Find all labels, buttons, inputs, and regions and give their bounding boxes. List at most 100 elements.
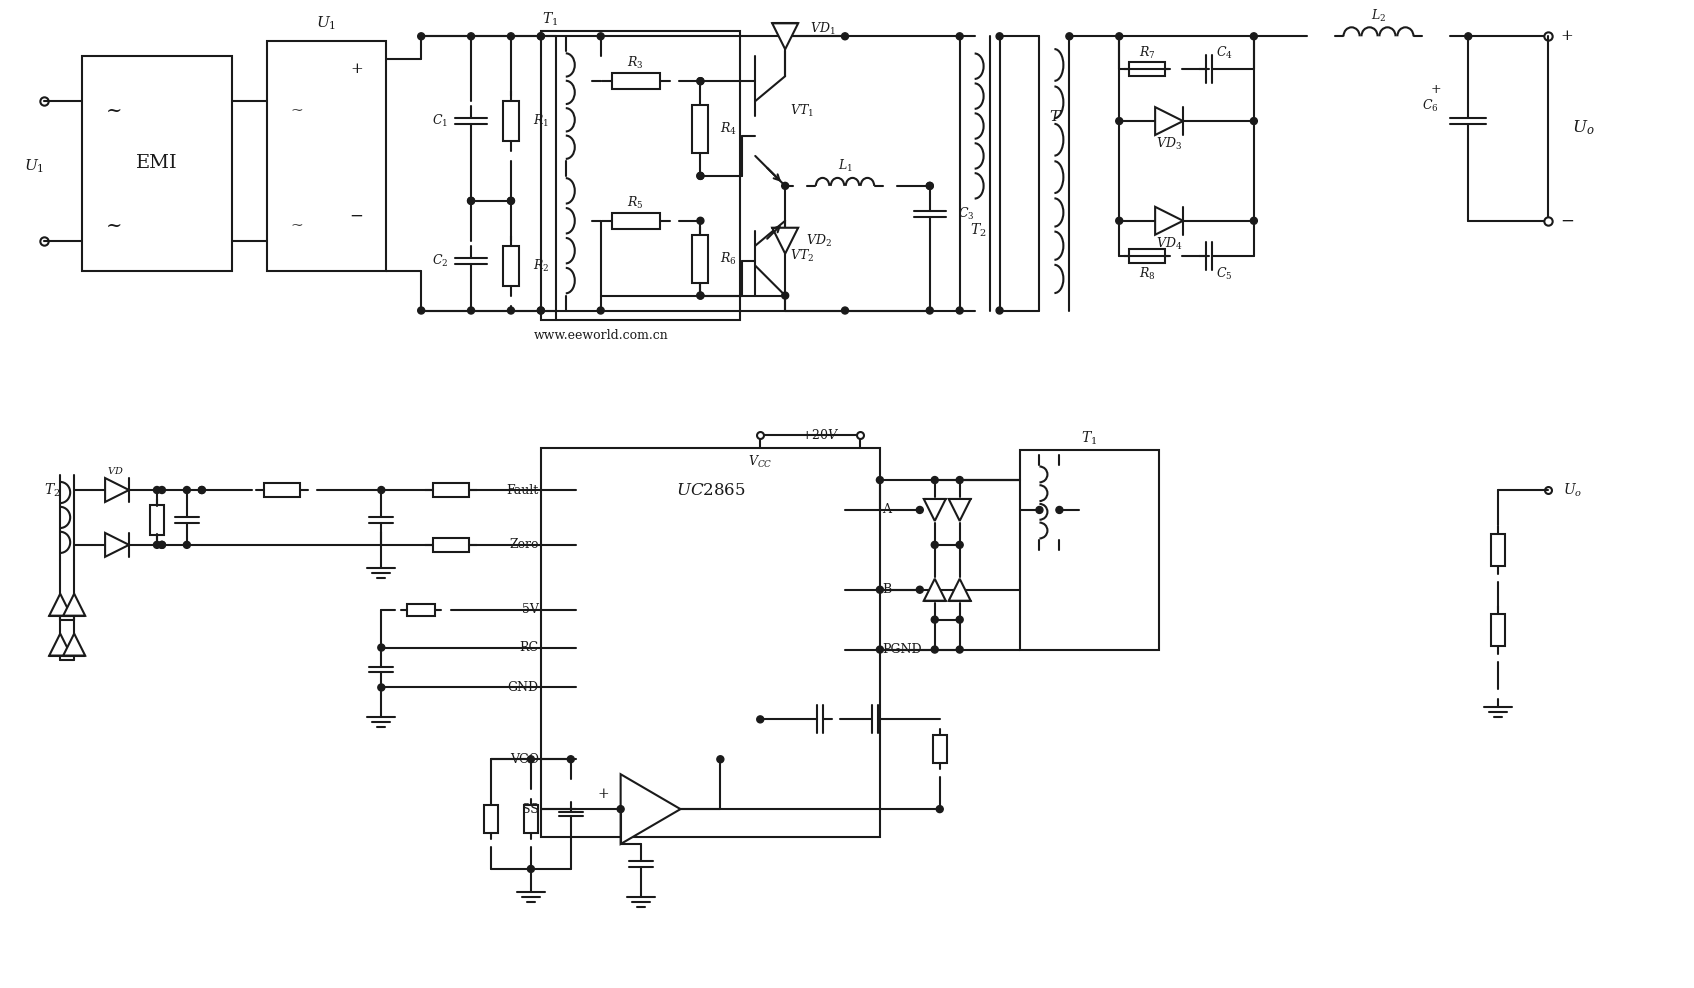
Circle shape	[198, 486, 205, 493]
Circle shape	[842, 33, 849, 40]
Text: +: +	[351, 62, 363, 76]
Text: +: +	[596, 787, 608, 801]
Circle shape	[598, 307, 605, 314]
Circle shape	[781, 183, 789, 190]
Circle shape	[154, 486, 161, 493]
Circle shape	[1250, 217, 1257, 224]
Polygon shape	[923, 579, 945, 601]
Bar	[151, 505, 164, 535]
Circle shape	[468, 198, 474, 205]
Circle shape	[183, 486, 190, 493]
Circle shape	[955, 307, 964, 314]
Text: $T_2$: $T_2$	[969, 222, 986, 239]
Bar	[1130, 249, 1165, 263]
Text: $R_3$: $R_3$	[627, 55, 644, 71]
Circle shape	[537, 33, 544, 40]
Text: ~: ~	[107, 102, 122, 121]
Circle shape	[1116, 33, 1123, 40]
Text: $+20V$: $+20V$	[801, 428, 839, 443]
Circle shape	[378, 684, 385, 691]
Text: −: −	[1560, 212, 1574, 229]
Circle shape	[159, 541, 166, 548]
Circle shape	[468, 198, 474, 205]
Polygon shape	[105, 533, 129, 557]
Text: EMI: EMI	[136, 154, 178, 172]
Text: $C_4$: $C_4$	[1216, 45, 1232, 61]
Text: $R_6$: $R_6$	[720, 251, 737, 267]
Circle shape	[508, 198, 515, 205]
Text: PGND: PGND	[883, 643, 922, 656]
Polygon shape	[1155, 107, 1182, 135]
Circle shape	[527, 756, 534, 763]
Circle shape	[1465, 33, 1472, 40]
Circle shape	[1055, 507, 1062, 514]
Text: $R_5$: $R_5$	[627, 195, 644, 210]
Text: $R_4$: $R_4$	[720, 121, 737, 137]
Text: $L_1$: $L_1$	[837, 158, 852, 174]
Text: $T_1$: $T_1$	[542, 11, 557, 28]
Text: $VD_1$: $VD_1$	[810, 22, 835, 38]
Text: $T$: $T$	[1049, 109, 1062, 124]
Text: $C_6$: $C_6$	[1421, 98, 1438, 115]
Text: GND: GND	[508, 681, 539, 694]
Circle shape	[508, 33, 515, 40]
Circle shape	[916, 586, 923, 593]
Circle shape	[696, 78, 705, 85]
Bar	[540, 32, 740, 320]
Text: $C_5$: $C_5$	[1216, 266, 1232, 282]
Text: $VD$: $VD$	[107, 464, 124, 475]
Text: $C_1$: $C_1$	[432, 113, 449, 129]
Circle shape	[996, 33, 1003, 40]
Text: RC: RC	[520, 641, 539, 654]
Text: $T_1$: $T_1$	[1081, 430, 1098, 447]
Text: $R_2$: $R_2$	[534, 258, 549, 274]
Circle shape	[955, 33, 964, 40]
Text: www.eeworld.com.cn: www.eeworld.com.cn	[534, 329, 667, 342]
Circle shape	[927, 183, 933, 190]
Text: $C_2$: $C_2$	[432, 253, 449, 269]
Circle shape	[927, 307, 933, 314]
Text: Fault: Fault	[507, 483, 539, 497]
Bar	[503, 101, 518, 141]
Circle shape	[468, 33, 474, 40]
Bar	[503, 246, 518, 286]
Text: B: B	[883, 583, 891, 596]
Text: $VD_2$: $VD_2$	[806, 232, 832, 249]
Polygon shape	[923, 499, 945, 521]
Polygon shape	[949, 499, 971, 521]
Circle shape	[757, 716, 764, 723]
Bar	[81, 56, 232, 271]
Bar	[693, 105, 708, 153]
Circle shape	[696, 217, 705, 224]
Polygon shape	[49, 594, 71, 616]
Circle shape	[842, 307, 849, 314]
Bar	[484, 805, 498, 833]
Circle shape	[1116, 217, 1123, 224]
Circle shape	[955, 646, 964, 653]
Circle shape	[955, 541, 964, 548]
Bar	[612, 212, 659, 229]
Circle shape	[996, 307, 1003, 314]
Circle shape	[937, 805, 944, 812]
Circle shape	[378, 486, 385, 493]
Circle shape	[696, 292, 705, 299]
Polygon shape	[49, 633, 71, 656]
Text: $V_{CC}$: $V_{CC}$	[749, 454, 772, 470]
Polygon shape	[63, 633, 85, 656]
Circle shape	[1116, 118, 1123, 124]
Circle shape	[159, 486, 166, 493]
Circle shape	[1037, 507, 1044, 514]
Text: $VT_2$: $VT_2$	[789, 248, 815, 264]
Text: $U_o$: $U_o$	[1572, 119, 1594, 137]
Bar	[1491, 614, 1506, 645]
Bar	[434, 537, 469, 552]
Circle shape	[696, 173, 705, 180]
Polygon shape	[949, 579, 971, 601]
Text: $U_1$: $U_1$	[24, 157, 44, 175]
Circle shape	[527, 865, 534, 872]
Polygon shape	[620, 775, 681, 844]
Text: ~: ~	[290, 104, 303, 119]
Circle shape	[696, 292, 705, 299]
Circle shape	[537, 33, 544, 40]
Text: VCO: VCO	[510, 753, 539, 766]
